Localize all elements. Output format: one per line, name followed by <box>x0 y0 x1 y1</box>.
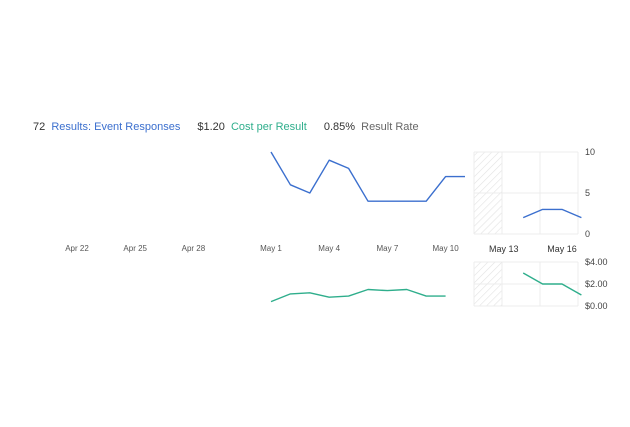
cost-label: Cost per Result <box>230 121 307 133</box>
y-tick-cost: $0.00 <box>585 301 608 311</box>
cost-metric[interactable]: $1.20 Cost per Result <box>197 121 309 133</box>
x-tick-label: May 10 <box>432 244 459 253</box>
results-value: 72 <box>33 121 46 133</box>
y-tick-cost: $2.00 <box>585 279 608 289</box>
x-tick-label: Apr 25 <box>123 244 147 253</box>
cost-value: $1.20 <box>197 121 225 133</box>
rate-label: Result Rate <box>361 121 419 133</box>
y-tick-results: 10 <box>585 147 595 157</box>
x-tick-label: May 7 <box>377 244 399 253</box>
x-tick-label: Apr 22 <box>65 244 89 253</box>
summary-bar: 72 Results: Event Responses $1.20 Cost p… <box>33 121 433 133</box>
results-metric[interactable]: 72 Results: Event Responses <box>33 121 183 133</box>
cost-series-0-segment-1 <box>522 272 582 296</box>
x-tick-label: May 4 <box>318 244 340 253</box>
results-series-0-segment-0 <box>270 151 465 202</box>
x-tick-label: May 13 <box>489 244 519 254</box>
y-tick-results: 0 <box>585 229 590 239</box>
y-tick-cost: $4.00 <box>585 257 608 267</box>
x-tick-label: May 16 <box>547 244 577 254</box>
rate-value: 0.85% <box>323 121 356 133</box>
y-tick-results: 5 <box>585 188 590 198</box>
results-series-0-segment-1 <box>522 208 582 219</box>
rate-metric[interactable]: 0.85% Result Rate <box>324 121 419 133</box>
cost-series-0-segment-0 <box>270 288 446 303</box>
results-label: Results: Event Responses <box>51 121 181 133</box>
x-tick-label: Apr 28 <box>182 244 206 253</box>
x-tick-label: May 1 <box>260 244 282 253</box>
